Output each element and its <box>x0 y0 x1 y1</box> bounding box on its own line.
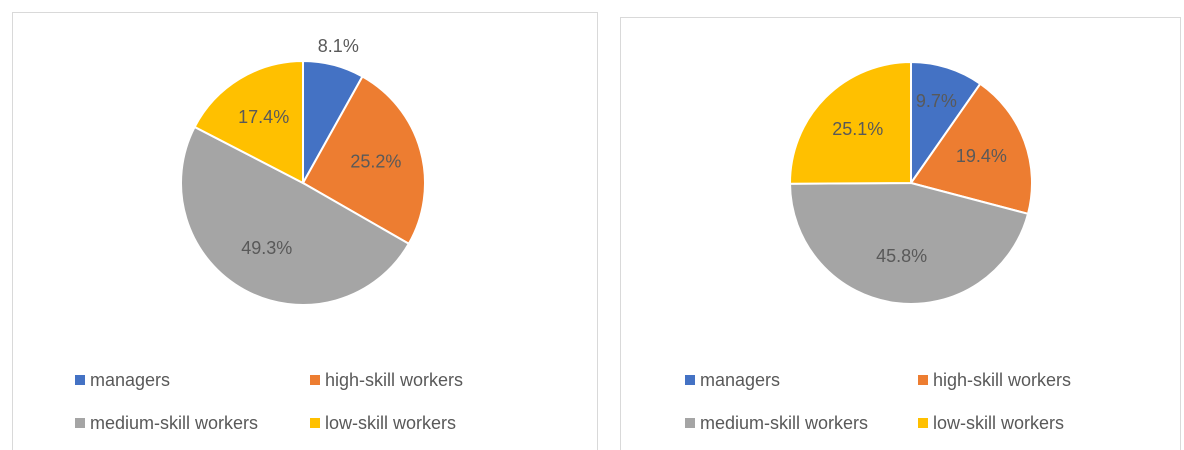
pie-slice <box>789 60 912 185</box>
data-label: 8.1% <box>318 36 359 56</box>
pie-slice <box>180 125 411 307</box>
data-label: 19.4% <box>956 146 1007 166</box>
legend-swatch <box>310 418 320 428</box>
pie-slice <box>909 82 1033 216</box>
pie-slice <box>301 75 426 246</box>
legend-label: managers <box>90 370 170 390</box>
data-label: 45.8% <box>876 246 927 266</box>
legend-swatch <box>310 375 320 385</box>
pie-slice <box>193 59 304 185</box>
data-label: 25.1% <box>832 119 883 139</box>
legend-label: medium-skill workers <box>700 413 868 433</box>
pie-slice <box>788 181 1030 305</box>
legend-label: managers <box>700 370 780 390</box>
data-label: 49.3% <box>241 238 292 258</box>
pie-slice <box>910 60 982 187</box>
legend-swatch <box>685 375 695 385</box>
legend-label: high-skill workers <box>933 370 1071 390</box>
legend-label: medium-skill workers <box>90 413 258 433</box>
legend-label: low-skill workers <box>933 413 1064 433</box>
data-label: 25.2% <box>350 152 401 172</box>
legend-swatch <box>75 418 85 428</box>
legend-swatch <box>918 418 928 428</box>
legend-label: low-skill workers <box>325 413 456 433</box>
data-label: 17.4% <box>238 107 289 127</box>
legend-label: high-skill workers <box>325 370 463 390</box>
data-label: 9.7% <box>916 91 957 111</box>
legend-swatch <box>918 375 928 385</box>
legend-swatch <box>75 375 85 385</box>
legend-swatch <box>685 418 695 428</box>
